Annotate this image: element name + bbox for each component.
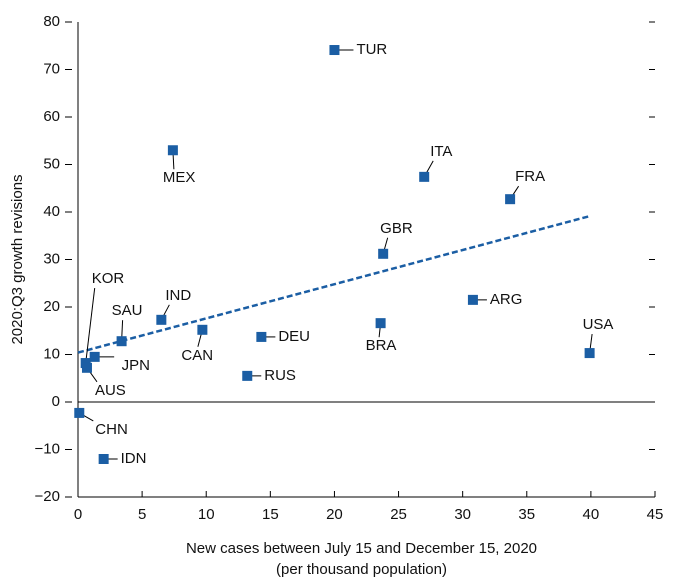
y-tick-label: 20 xyxy=(43,298,60,315)
point-label: AUS xyxy=(95,382,126,399)
point-label: MEX xyxy=(163,169,196,186)
point xyxy=(375,318,386,329)
point xyxy=(378,248,389,259)
point-label: GBR xyxy=(380,220,413,237)
y-tick-label: 30 xyxy=(43,250,60,267)
x-axis-title: New cases between July 15 and December 1… xyxy=(186,540,537,557)
point-label: JPN xyxy=(122,357,150,374)
y-tick-label: 50 xyxy=(43,155,60,172)
x-tick-label: 25 xyxy=(390,506,407,523)
point xyxy=(256,331,267,342)
x-tick-label: 5 xyxy=(138,506,146,523)
x-tick-label: 20 xyxy=(326,506,343,523)
point-label: CHN xyxy=(95,421,128,438)
trend-line xyxy=(77,214,592,354)
x-tick-label: 15 xyxy=(262,506,279,523)
point-label: IDN xyxy=(121,450,147,467)
leader-line xyxy=(85,287,96,364)
point-label: BRA xyxy=(366,337,397,354)
y-tick-label: −20 xyxy=(35,488,60,505)
point xyxy=(419,171,430,182)
x-tick-label: 40 xyxy=(583,506,600,523)
point-label: KOR xyxy=(92,270,125,287)
point xyxy=(89,351,100,362)
y-axis-title: 2020:Q3 growth revisions xyxy=(9,174,26,344)
point xyxy=(98,454,109,464)
point-label: ITA xyxy=(430,143,452,160)
point-label: USA xyxy=(583,316,614,333)
point xyxy=(505,194,516,205)
point xyxy=(116,336,127,347)
y-tick-label: 60 xyxy=(43,108,60,125)
y-tick-label: 70 xyxy=(43,60,60,77)
point-label: ARG xyxy=(490,291,523,308)
point xyxy=(156,314,167,325)
x-tick-label: 30 xyxy=(454,506,471,523)
point-label: RUS xyxy=(264,367,296,384)
point xyxy=(81,362,92,373)
y-tick-label: −10 xyxy=(35,440,60,457)
point-label: SAU xyxy=(112,302,143,319)
x-axis-title-note: (per thousand population) xyxy=(276,561,447,578)
point xyxy=(584,348,595,359)
point-label: FRA xyxy=(515,168,545,185)
y-tick-label: 40 xyxy=(43,203,60,220)
y-tick-label: 0 xyxy=(52,393,60,410)
point-label: DEU xyxy=(278,328,310,345)
point xyxy=(242,370,253,381)
point-label: CAN xyxy=(181,347,213,364)
x-tick-label: 35 xyxy=(518,506,535,523)
point xyxy=(329,45,340,56)
x-tick-label: 10 xyxy=(198,506,215,523)
x-tick-label: 0 xyxy=(74,506,82,523)
y-tick-label: 10 xyxy=(43,345,60,362)
y-tick-label: 80 xyxy=(43,13,60,30)
x-tick-label: 45 xyxy=(647,506,664,523)
point-label: TUR xyxy=(356,41,387,58)
point-label: IND xyxy=(165,287,191,304)
point xyxy=(467,294,478,305)
point xyxy=(167,145,178,156)
point xyxy=(74,407,85,418)
point xyxy=(197,324,208,335)
